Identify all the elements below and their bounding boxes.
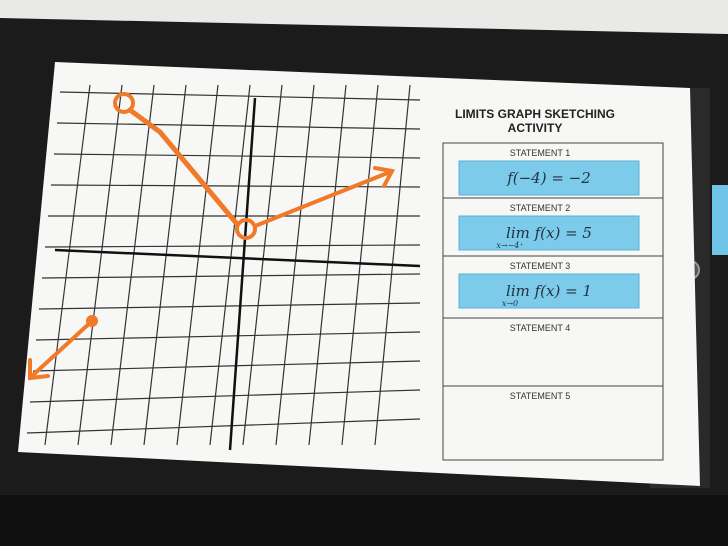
grid-line-vertical — [77, 84, 123, 446]
grid-line-vertical — [143, 84, 187, 446]
worksheet-title-line2: ACTIVITY — [508, 121, 563, 135]
closed-dot — [86, 315, 98, 327]
statement-label: STATEMENT 4 — [510, 323, 571, 333]
grid-line-vertical — [176, 84, 219, 446]
grid-line-horizontal — [38, 302, 421, 310]
statement-card — [458, 215, 640, 251]
open-circle — [113, 92, 135, 114]
grid-line-horizontal — [41, 273, 421, 279]
grid-line-vertical — [275, 84, 315, 446]
statement-card — [458, 273, 640, 309]
limit-subscript: x→0 — [502, 299, 518, 308]
statement-label: STATEMENT 3 — [510, 261, 571, 271]
curve-segment-lower — [28, 319, 94, 381]
curve-segment-left — [127, 107, 240, 227]
grid-line-vertical — [110, 84, 155, 446]
worksheet-title: LIMITS GRAPH SKETCHING — [455, 107, 615, 121]
grid-line-vertical — [242, 84, 283, 446]
grid-line-horizontal — [29, 389, 421, 403]
sketched-graph — [28, 92, 396, 381]
sticky-note — [712, 185, 728, 255]
grid-line-horizontal — [56, 122, 421, 130]
statement-card — [458, 160, 640, 196]
statement-label: STATEMENT 2 — [510, 203, 571, 213]
x-axis — [54, 248, 421, 268]
grid-line-horizontal — [26, 418, 421, 434]
grid-line-horizontal — [35, 331, 421, 341]
statements-table: STATEMENT 1 f(−4) = −2 STATEMENT 2 lim f(x)… — [442, 142, 664, 461]
statement-label: STATEMENT 5 — [510, 391, 571, 401]
curve-segment-right — [253, 166, 396, 228]
table-border — [442, 142, 664, 461]
grid-line-vertical — [209, 84, 251, 446]
open-circle — [235, 218, 257, 240]
grid-line-vertical — [308, 84, 347, 446]
grid-line-horizontal — [53, 153, 421, 159]
grid-line-vertical — [341, 84, 379, 446]
statement-expression: lim f(x) = 1 — [506, 282, 592, 300]
statement-label: STATEMENT 1 — [510, 148, 571, 158]
grid-line-vertical — [44, 84, 91, 446]
grid-line-horizontal — [32, 360, 421, 372]
y-axis — [228, 97, 257, 451]
grid-line-horizontal — [44, 244, 421, 248]
table-edge — [0, 495, 728, 546]
limit-subscript: x→−4⁺ — [496, 241, 523, 250]
statement-expression: lim f(x) = 5 — [506, 224, 592, 242]
coordinate-grid — [26, 84, 421, 451]
statement-expression: f(−4) = −2 — [506, 169, 591, 187]
